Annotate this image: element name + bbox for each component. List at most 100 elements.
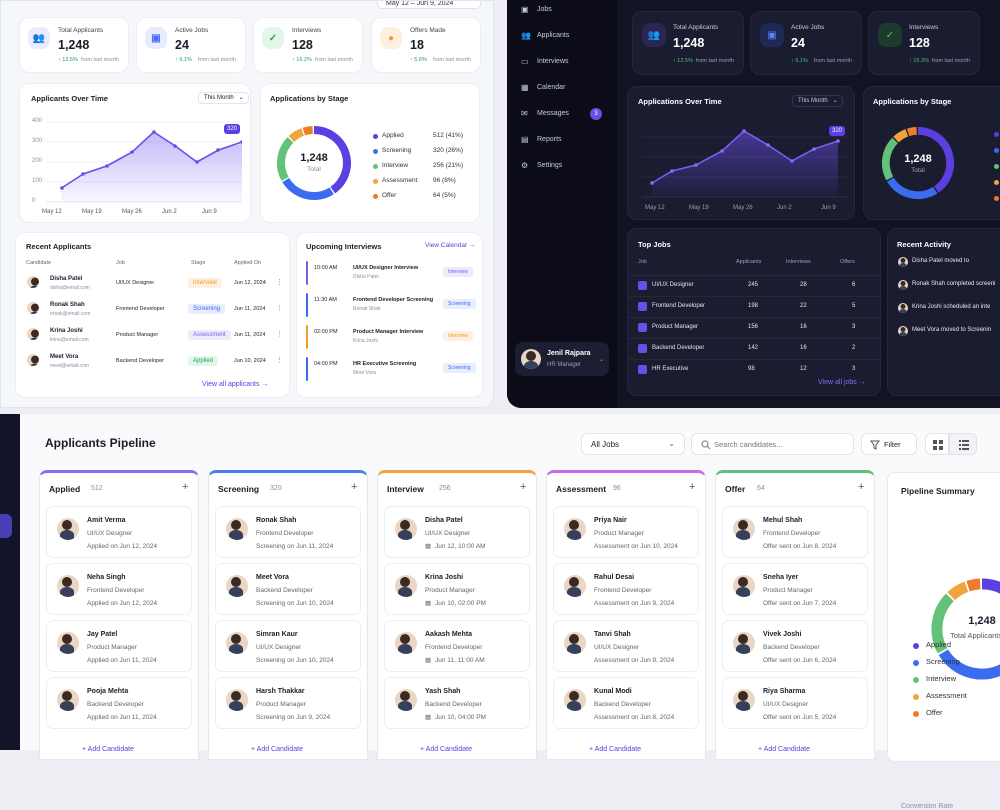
applicant-meta: Assessment on Jun 9, 2024 [594,600,675,607]
table-row[interactable]: Meet Vora meet@email.com Backend Developer… [16,351,291,375]
add-card-icon[interactable]: + [182,481,189,493]
candidate-name: Krina Joshi [50,328,83,334]
applicant-card[interactable]: Ronak Shah Frontend Developer Screening on… [215,506,361,558]
date-range-picker[interactable]: May 12 – Jun 9, 2024 [377,1,481,9]
table-row[interactable]: Krina Joshi krina@email.com Product Manage… [16,325,291,349]
stat-label: Active Jobs [791,24,825,31]
view-calendar-link[interactable]: View Calendar → [425,242,476,249]
applicant-card[interactable]: Riya Sharma UI/UX Designer Offer sent on J… [722,677,868,729]
filter-button[interactable]: Filter [861,433,917,455]
view-all-applicants-link[interactable]: View all applicants → [202,381,269,388]
nav-item-calendar[interactable]: ▦ Calendar [517,82,609,98]
donut-total-label: Total [911,167,925,174]
applicant-card[interactable]: Simran Kaur UI/UX Designer Screening on Ju… [215,620,361,672]
applicant-card[interactable]: Aakash Mehta Frontend Developer ▦ Jun 11, 1… [384,620,530,672]
table-row[interactable]: Product Manager 156 16 3 [628,317,882,337]
applicant-card[interactable]: Yash Shah Backend Developer ▦ Jun 10, 04:00… [384,677,530,729]
table-row[interactable]: HR Executive 98 12 3 [628,359,882,379]
card-title: Applications by Stage [873,97,952,106]
calendar-icon: ▦ [425,543,432,550]
mail-icon: ✉ [521,109,528,118]
applicant-card[interactable]: Sneha Iyer Product Manager Offer sent on J… [722,563,868,615]
applicants-count: 98 [748,366,755,372]
more-icon[interactable]: ⋮ [276,331,283,338]
applicant-card[interactable]: Harsh Thakkar Product Manager Screening on… [215,677,361,729]
table-row[interactable]: Frontend Developer 198 22 5 [628,296,882,316]
legend-dot [913,660,919,666]
nav-label: Reports [537,136,562,143]
applicant-card[interactable]: Rahul Desai Frontend Developer Assessment … [553,563,699,615]
job-title: Frontend Developer [652,303,706,309]
applicant-card[interactable]: Jay Patel Product Manager Applied on Jun 1… [46,620,192,672]
user-profile[interactable]: Jenil Rajpara HR Manager ⌄ [515,342,609,376]
table-row[interactable]: UI/UX Designer 245 28 6 [628,275,882,295]
add-card-icon[interactable]: + [351,481,358,493]
filter-label: Filter [884,440,901,449]
column-header: Candidate [26,260,52,266]
table-row[interactable]: Ronak Shah ronak@email.com Frontend Develo… [16,299,291,323]
nav-item-settings[interactable]: ⚙ Settings [517,160,609,176]
check-circle-icon: ✓ [262,27,284,49]
nav-item-messages[interactable]: ✉ Messages 3 [517,108,609,124]
applicant-meta: Applied on Jun 11, 2024 [87,714,157,721]
donut-segment [906,126,917,137]
applicant-card[interactable]: Disha Patel UI/UX Designer ▦ Jun 12, 10:00 … [384,506,530,558]
add-card-icon[interactable]: + [520,481,527,493]
nav-item-interviews[interactable]: ▭ Interviews [517,56,609,72]
legend-dot [373,149,378,154]
applicant-name: Aakash Mehta [425,631,473,638]
list-icon [959,440,969,450]
list-view-button[interactable] [949,433,977,455]
range-dropdown[interactable]: This Month ⌄ [792,95,843,107]
avatar [733,689,755,711]
applicant-card[interactable]: Pooja Mehta Backend Developer Applied on J… [46,677,192,729]
stage-donut-chart [277,126,351,200]
nav-item-jobs[interactable]: ▣ Jobs [517,4,609,20]
briefcase-icon: ▣ [760,23,784,47]
range-dropdown[interactable]: This Month ⌄ [198,92,249,104]
applicant-card[interactable]: Meet Vora Backend Developer Screening on J… [215,563,361,615]
nav-item-reports[interactable]: ▤ Reports [517,134,609,150]
stat-card: 👥 Total Applicants 1,248 ↑ 12.5% from last m… [19,17,129,73]
nav-item-applicants[interactable]: 👥 Applicants [517,30,609,46]
interview-item[interactable]: 04:00 PM HR Executive Screening Meet Vora S… [297,355,484,385]
grid-view-button[interactable] [925,433,949,455]
applicant-meta: Screening on Jun 11, 2024 [256,543,334,550]
jobs-filter-select[interactable]: All Jobs ⌄ [581,433,685,455]
applicant-card[interactable]: Amit Verma UI/UX Designer Applied on Jun 1… [46,506,192,558]
more-icon[interactable]: ⋮ [276,305,283,312]
legend-dot [913,677,919,683]
job-icon [638,281,647,290]
interview-item[interactable]: 10:00 AM UI/UX Designer Interview Disha Pa… [297,259,484,289]
card-title: Applications Over Time [638,97,722,106]
applicant-card[interactable]: Kunal Modi Backend Developer Assessment on… [553,677,699,729]
filter-icon [870,440,880,450]
add-card-icon[interactable]: + [858,481,865,493]
more-icon[interactable]: ⋮ [276,279,283,286]
applicant-card[interactable]: Tanvi Shah UI/UX Designer Assessment on Ju… [553,620,699,672]
applicant-card[interactable]: Priya Nair Product Manager Assessment on J… [553,506,699,558]
stat-card: 👥 Total Applicants 1,248 ↑ 12.5% from last m… [632,11,744,75]
table-row[interactable]: Backend Developer 142 16 2 [628,338,882,358]
applicant-card[interactable]: Krina Joshi Product Manager ▦ Jun 10, 02:00… [384,563,530,615]
interview-item[interactable]: 02:00 PM Product Manager Interview Krina J… [297,323,484,353]
job-title: UI/UX Designer [652,282,694,288]
dark-sidebar: ▣ Jobs 👥 Applicants ▭ Interviews ▦ Calendar ✉ Mes… [507,0,617,408]
interview-item[interactable]: 11:30 AM Frontend Developer Screening Rona… [297,291,484,321]
donut-segment [893,129,909,143]
column-count: 256 [439,485,451,492]
applicant-meta: Screening on Jun 10, 2024 [256,600,334,607]
interview-candidate: Meet Vora [353,370,376,376]
dark-dashboard: ▣ Jobs 👥 Applicants ▭ Interviews ▦ Calendar ✉ Mes… [507,0,1000,408]
applicant-card[interactable]: Mehul Shah Frontend Developer Offer sent o… [722,506,868,558]
add-card-icon[interactable]: + [689,481,696,493]
search-box[interactable] [691,433,854,455]
applicant-card[interactable]: Neha Singh Frontend Developer Applied on J… [46,563,192,615]
search-input[interactable] [714,438,848,451]
view-all-jobs-link[interactable]: View all jobs → [818,379,866,386]
applicant-card[interactable]: Vivek Joshi Backend Developer Offer sent o… [722,620,868,672]
table-row[interactable]: Disha Patel disha@email.com UI/UX Designer… [16,273,291,297]
more-icon[interactable]: ⋮ [276,357,283,364]
avatar [564,689,586,711]
candidate-name: Disha Patel [50,276,83,282]
